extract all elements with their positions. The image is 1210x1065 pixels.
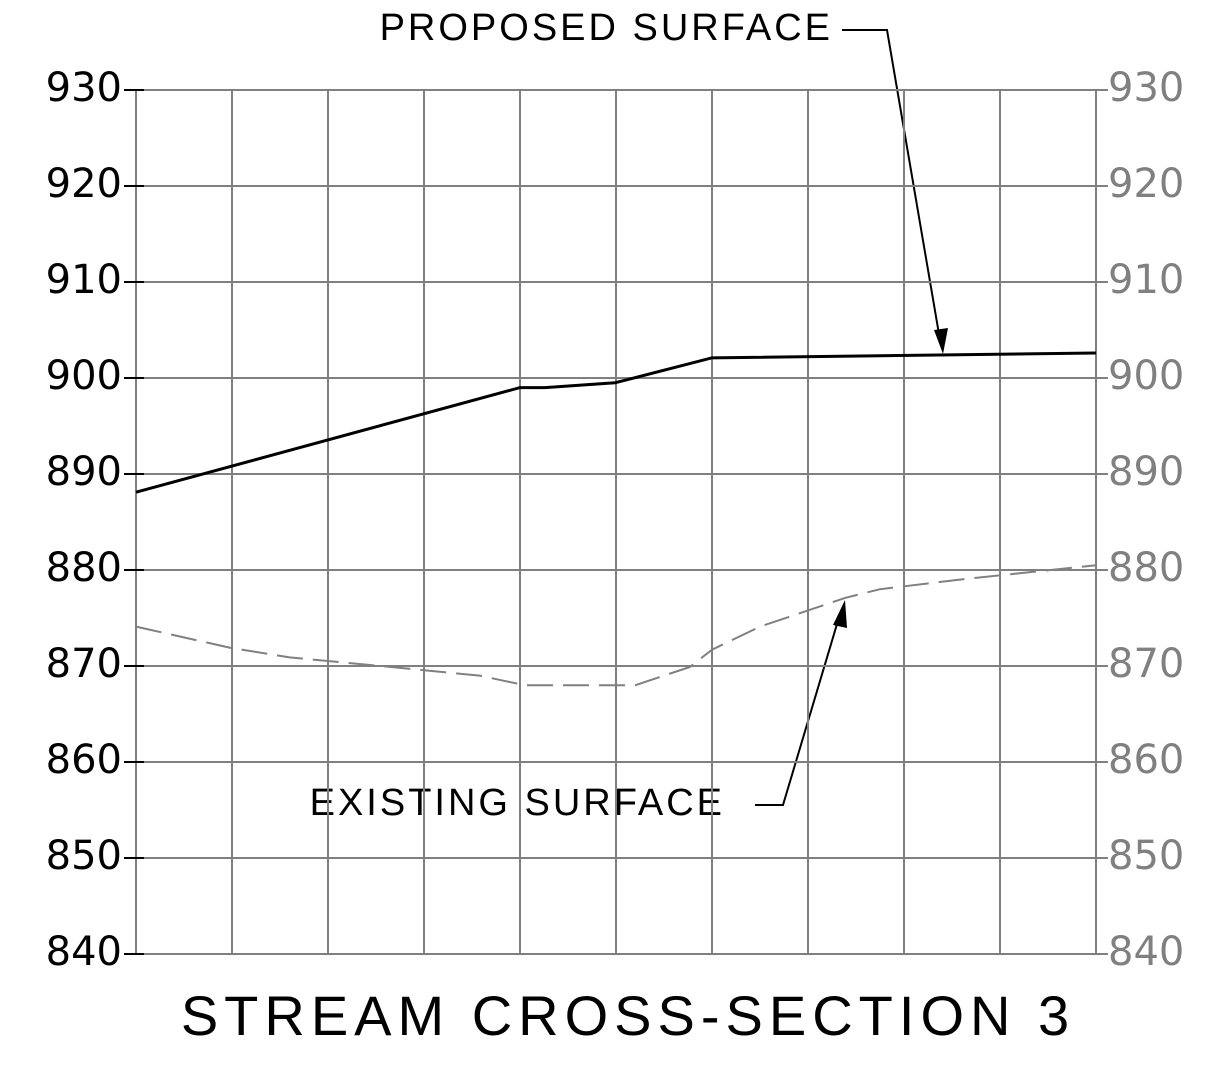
y-tick-label: 910 bbox=[46, 257, 122, 303]
y2-tick-label: 890 bbox=[1108, 449, 1184, 495]
y-tick-label: 930 bbox=[46, 65, 122, 111]
leader-line bbox=[755, 613, 841, 806]
y2-tick-label: 880 bbox=[1108, 545, 1184, 591]
y2-tick-label: 930 bbox=[1108, 65, 1184, 111]
annotation: PROPOSED SURFACE bbox=[380, 7, 833, 49]
arrow-head bbox=[833, 600, 847, 628]
y-tick-label: 920 bbox=[46, 161, 122, 207]
y2-tick-label: 850 bbox=[1108, 833, 1184, 879]
annotation: EXISTING SURFACE bbox=[310, 782, 725, 824]
y-tick-label: 850 bbox=[46, 833, 122, 879]
y2-tick-label: 910 bbox=[1108, 257, 1184, 303]
series-line bbox=[135, 564, 1097, 687]
y-tick-label: 890 bbox=[46, 449, 122, 495]
leader-line bbox=[842, 29, 941, 341]
series-line bbox=[135, 351, 1097, 494]
y2-tick-label: 840 bbox=[1108, 929, 1184, 975]
arrow-head bbox=[934, 328, 948, 354]
y2-tick-label: 870 bbox=[1108, 641, 1184, 687]
y-tick-label: 860 bbox=[46, 737, 122, 783]
y-tick-label: 840 bbox=[46, 929, 122, 975]
y2-tick-label: 920 bbox=[1108, 161, 1184, 207]
y2-tick-label: 860 bbox=[1108, 737, 1184, 783]
y-tick-label: 870 bbox=[46, 641, 122, 687]
y-tick-label: 880 bbox=[46, 545, 122, 591]
y2-tick-label: 900 bbox=[1108, 353, 1184, 399]
y-tick-label: 900 bbox=[46, 353, 122, 399]
chart-title: STREAM CROSS-SECTION 3 bbox=[181, 984, 1075, 1047]
